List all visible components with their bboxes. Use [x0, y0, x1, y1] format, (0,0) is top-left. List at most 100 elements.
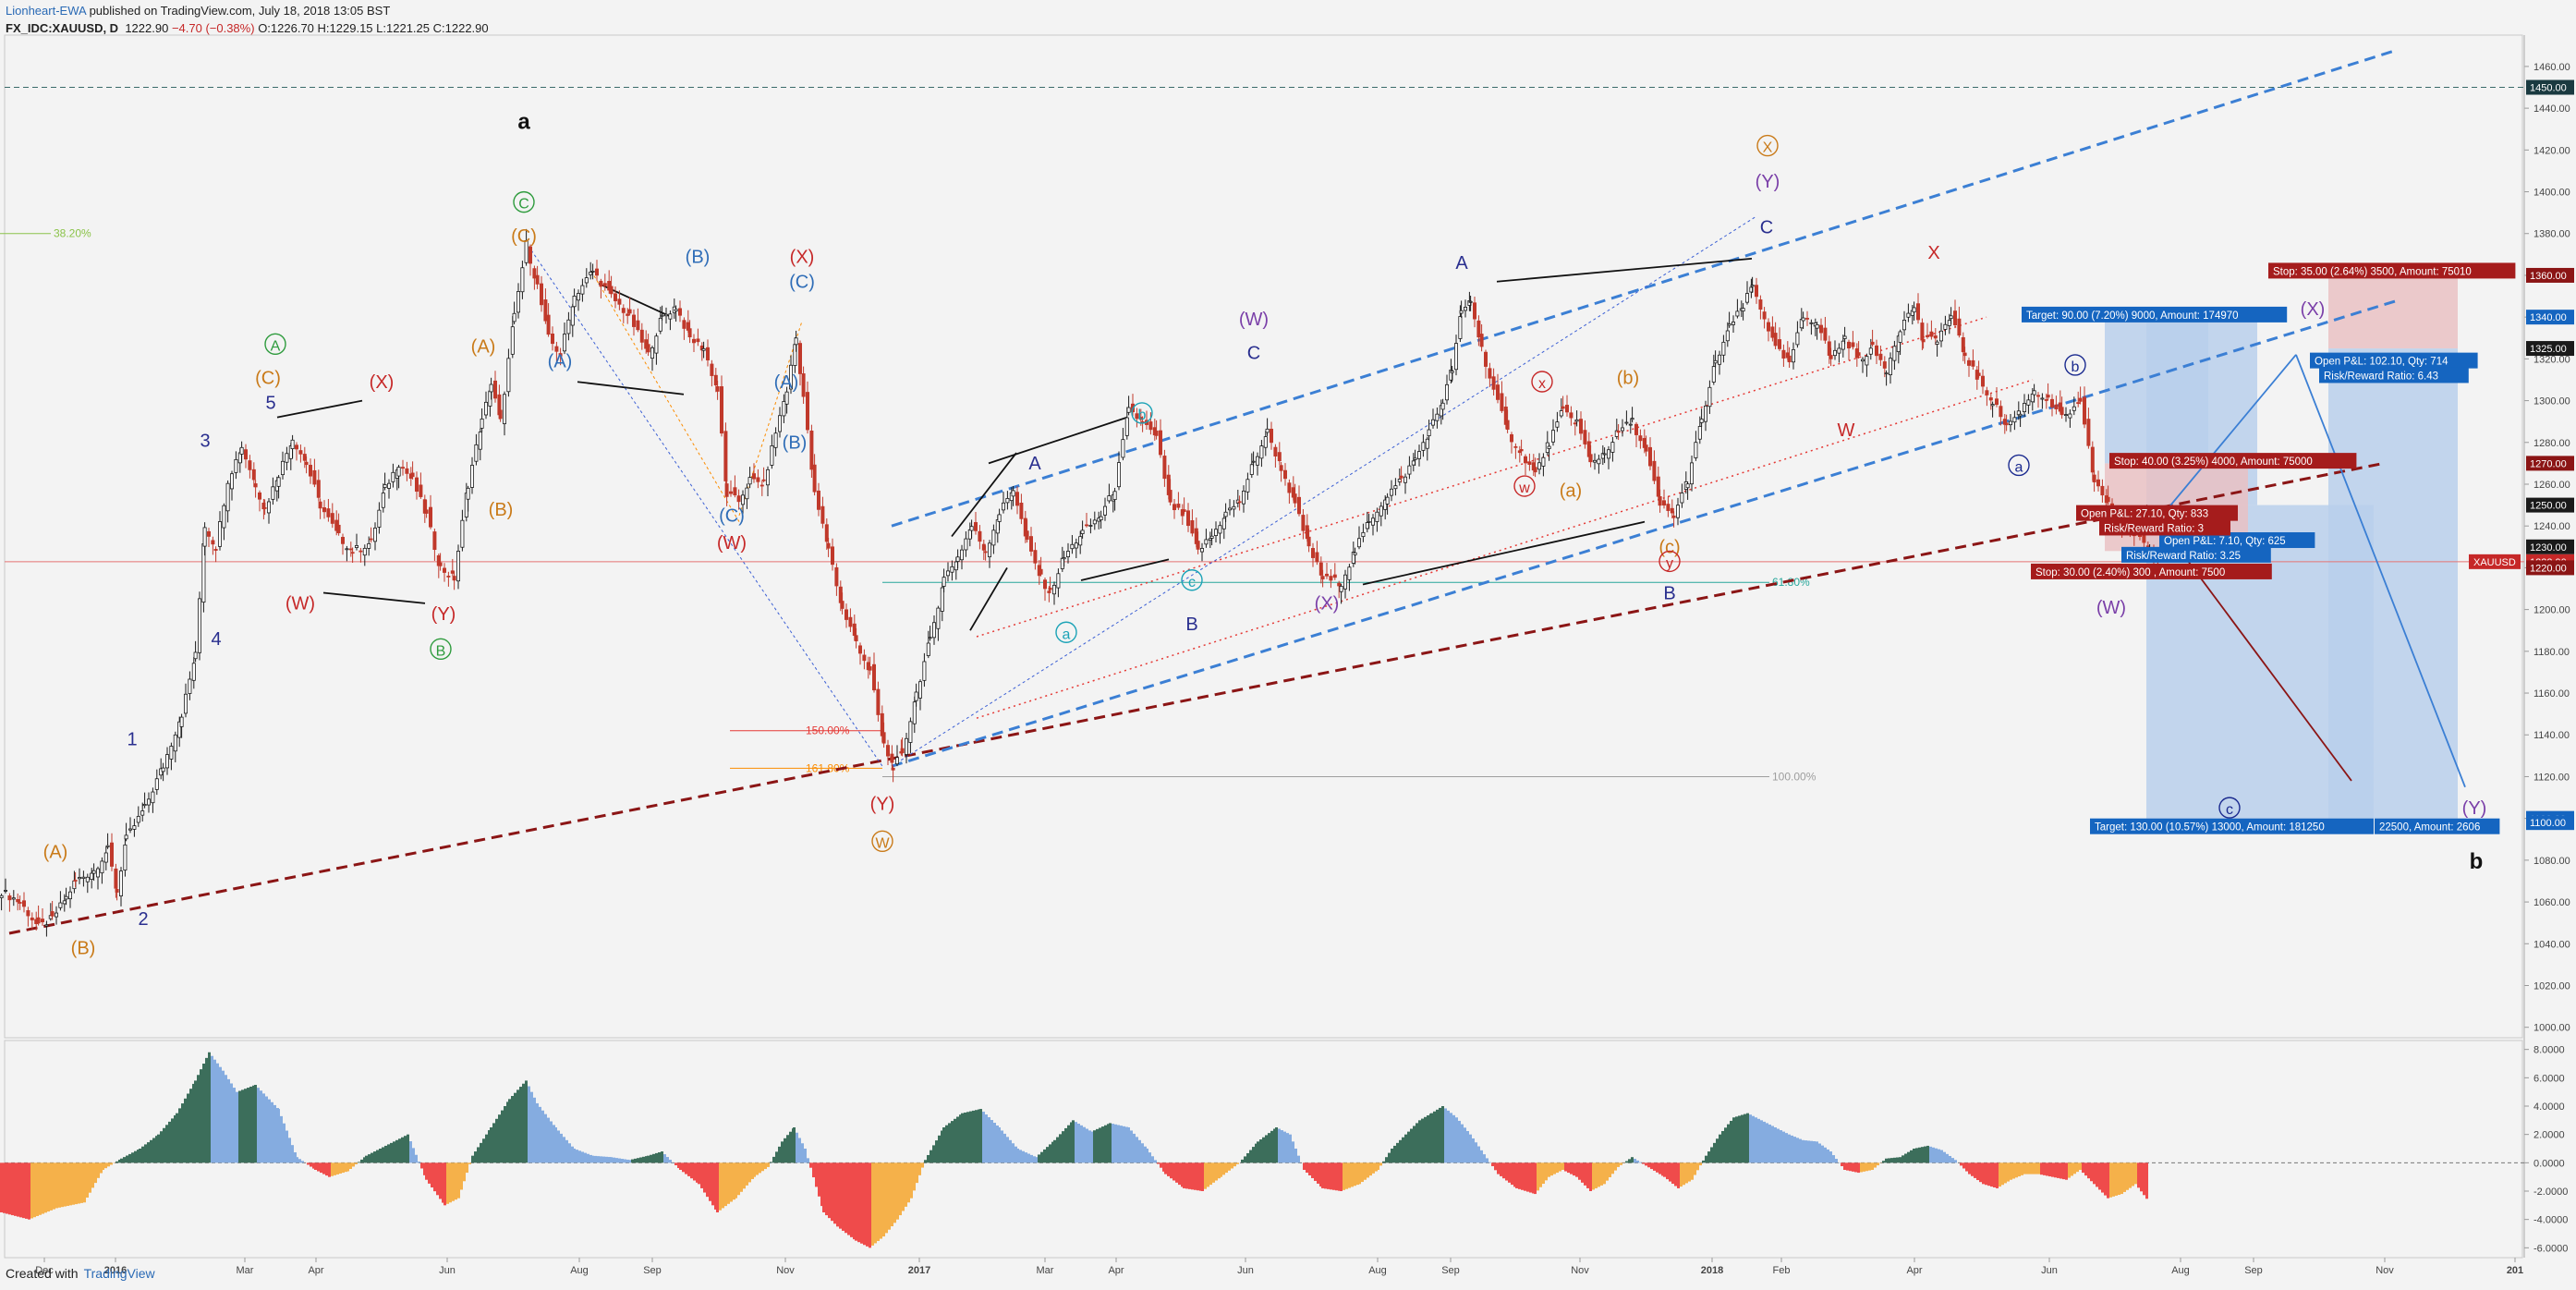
macd-bar [1410, 1128, 1413, 1163]
macd-bar [573, 1149, 576, 1163]
macd-bar [485, 1134, 488, 1163]
position-rr-label-3-bg [2099, 519, 2230, 536]
candle-body [81, 876, 86, 880]
macd-bar [533, 1097, 536, 1163]
candle-body [918, 681, 923, 699]
macd-bar [2046, 1162, 2048, 1176]
macd-bar [591, 1155, 594, 1163]
wave-label: (A) [471, 337, 496, 358]
position-tools[interactable] [2105, 274, 2458, 819]
macd-bar [433, 1162, 436, 1192]
candle-body [1500, 393, 1504, 411]
macd-bar [1575, 1162, 1578, 1177]
candle-body [1397, 479, 1402, 482]
candle-body [535, 274, 540, 285]
macd-bar [869, 1162, 871, 1248]
candle-body [1039, 568, 1043, 575]
candle-body [326, 508, 331, 517]
candle-body [1033, 550, 1038, 564]
candle-body [377, 509, 382, 528]
wave-label: 4 [211, 629, 221, 650]
candle-body [1468, 300, 1473, 303]
ohlc-high: H:1229.15 [317, 21, 373, 35]
macd-bar [477, 1147, 480, 1163]
fib-label: 38.20% [54, 227, 91, 240]
tradingview-link[interactable]: TradingView [83, 1266, 155, 1281]
macd-bar [1688, 1162, 1691, 1182]
macd-tick-label: -2.0000 [2533, 1187, 2568, 1198]
candle-body [741, 494, 746, 505]
candle-body [1484, 351, 1488, 367]
macd-bar [1524, 1162, 1526, 1191]
macd-bar [2093, 1162, 2096, 1185]
macd-bar [1968, 1162, 1971, 1174]
price-pane[interactable] [4, 34, 2523, 1039]
macd-bar [8, 1162, 11, 1215]
macd-bar [1680, 1162, 1683, 1187]
candle-body [1966, 359, 1971, 366]
candle-body [151, 791, 155, 804]
trend-lines[interactable]: 38.20%61.80%100.00%150.00%161.80% [0, 48, 2524, 935]
wave-label: 5 [265, 394, 275, 414]
macd-bar [390, 1142, 393, 1163]
macd-bar [993, 1123, 996, 1163]
candle-body [318, 501, 322, 509]
time-axis[interactable]: Dec 2016 Mar Apr Jun Aug Sep Nov 2017 Mar Apr Jun Au… [35, 1258, 2523, 1276]
macd-bar [1494, 1162, 1497, 1171]
macd-bar [1220, 1162, 1222, 1177]
candle-body [85, 876, 90, 882]
candle-body [710, 363, 714, 376]
candle-body [756, 477, 760, 482]
macd-bar [1162, 1162, 1165, 1172]
candle-body [1421, 442, 1426, 451]
candle-body [1088, 525, 1093, 527]
macd-bar [197, 1075, 200, 1163]
y-tick-label: 1060.00 [2533, 897, 2570, 908]
wave-label-circle [430, 638, 452, 661]
macd-bar [446, 1162, 449, 1204]
candle-body [1425, 438, 1429, 449]
candle-body [1263, 436, 1268, 448]
macd-bar [857, 1162, 860, 1243]
macd-bar [1340, 1162, 1343, 1191]
candle-body [2106, 496, 2110, 503]
macd-bar [1117, 1125, 1120, 1163]
candle-body [1353, 552, 1357, 555]
candle-body [1925, 335, 1929, 337]
macd-bar [1314, 1162, 1317, 1181]
candle-body [1251, 460, 1256, 463]
candle-body [419, 484, 423, 497]
price-axis[interactable]: 1460.001440.001420.001400.001380.001360.… [2523, 35, 2570, 1258]
macd-bar [1040, 1151, 1043, 1163]
macd-bar [626, 1159, 629, 1163]
candle-body [761, 479, 766, 481]
macd-bar [1101, 1126, 1104, 1163]
macd-bar [123, 1157, 126, 1163]
macd-bar [624, 1159, 626, 1163]
wave-label: 2 [138, 909, 148, 930]
candle-body [44, 924, 49, 927]
macd-bar [1019, 1150, 1022, 1163]
macd-bar [1170, 1162, 1173, 1179]
macd-bar [1771, 1126, 1774, 1163]
position-pnl-label-2-bg [2159, 532, 2315, 549]
wave-label: B [1663, 583, 1675, 603]
macd-bar [693, 1162, 696, 1181]
macd-bar [1721, 1130, 1724, 1163]
macd-bar [719, 1162, 722, 1211]
wave-label-circle [513, 190, 535, 213]
footer: Created with TradingView [6, 1266, 155, 1281]
candle-body [159, 768, 164, 776]
candle-body [720, 386, 724, 434]
macd-bar [998, 1127, 1001, 1163]
candle-body [798, 343, 803, 374]
candle-body [1666, 504, 1671, 511]
candle-body [1019, 502, 1024, 519]
macd-bar [463, 1162, 466, 1182]
candle-body [1301, 515, 1306, 531]
author-link[interactable]: Lionheart-EWA [6, 4, 86, 18]
macd-bar [1915, 1148, 1918, 1163]
price-tag: 1100.00 [2530, 818, 2566, 829]
target-label-2-bg [2375, 818, 2500, 834]
